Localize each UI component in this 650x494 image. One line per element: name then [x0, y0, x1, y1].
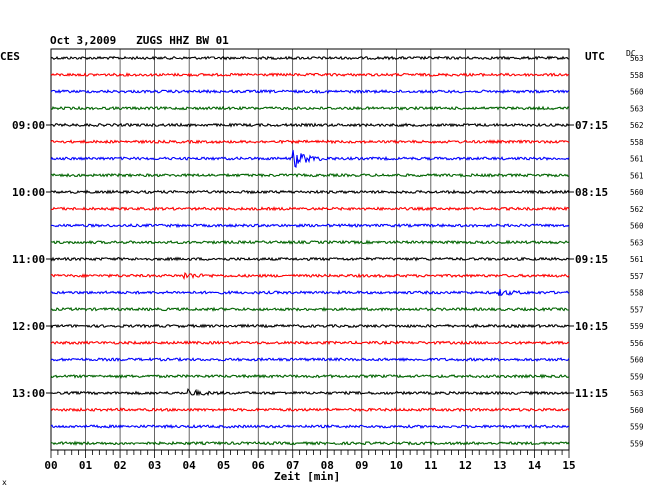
- x-tick-label: 08: [321, 459, 334, 472]
- x-tick-label: 13: [493, 459, 506, 472]
- seismic-trace: [50, 272, 570, 281]
- x-tick-label: 10: [390, 459, 403, 472]
- dc-value: 559: [630, 322, 644, 331]
- x-tick-label: 06: [252, 459, 266, 472]
- right-time-label: 11:15: [575, 387, 608, 400]
- left-time-label: 11:00: [12, 253, 45, 266]
- seismic-trace: [50, 424, 570, 430]
- dc-value: 559: [630, 372, 644, 381]
- seismic-trace: [50, 373, 570, 379]
- right-time-label: 08:15: [575, 186, 608, 199]
- seismic-trace: [50, 189, 570, 195]
- right-time-label: 09:15: [575, 253, 608, 266]
- dc-value: 560: [630, 88, 644, 97]
- dc-value: 560: [630, 222, 644, 231]
- dc-value: 556: [630, 339, 644, 348]
- seismic-trace: [50, 55, 570, 61]
- seismic-trace: [50, 223, 570, 229]
- seismic-trace: [50, 323, 570, 329]
- left-time-label: 12:00: [12, 320, 45, 333]
- seismic-trace: [50, 440, 570, 446]
- dc-value: 561: [630, 155, 644, 164]
- right-axis-label: UTC: [585, 50, 605, 63]
- seismic-trace: [50, 388, 570, 397]
- seismic-trace: [50, 172, 570, 178]
- dc-value: 558: [630, 289, 644, 298]
- dc-value: 561: [630, 171, 644, 180]
- dc-value: 560: [630, 188, 644, 197]
- seismic-trace: [50, 340, 570, 346]
- x-tick-label: 00: [44, 459, 57, 472]
- seismic-trace: [50, 122, 570, 128]
- x-tick-label: 01: [79, 459, 93, 472]
- seismic-trace: [50, 139, 570, 145]
- dc-value: 563: [630, 104, 644, 113]
- dc-value: 560: [630, 356, 644, 365]
- dc-value: 563: [630, 54, 644, 63]
- x-tick-label: 11: [424, 459, 438, 472]
- seismic-trace: [50, 88, 570, 95]
- x-axis-label: Zeit [min]: [274, 470, 341, 483]
- seismic-trace: [50, 149, 570, 168]
- x-tick-label: 12: [459, 459, 472, 472]
- x-tick-label: 09: [355, 459, 368, 472]
- dc-value: 561: [630, 255, 644, 264]
- dc-value: 563: [630, 238, 644, 247]
- x-tick-label: 02: [113, 459, 126, 472]
- left-time-label: 09:00: [12, 119, 45, 132]
- seismic-trace: [50, 356, 570, 363]
- dc-value: 557: [630, 272, 644, 281]
- chart-title: Oct 3,2009 ZUGS HHZ BW 01: [50, 34, 229, 47]
- left-time-label: 13:00: [12, 387, 45, 400]
- dc-value: 562: [630, 205, 644, 214]
- seismic-trace: [50, 289, 570, 297]
- seismic-trace: [50, 256, 570, 262]
- dc-value: 563: [630, 389, 644, 398]
- dc-value: 558: [630, 71, 644, 80]
- corner-mark: x: [2, 478, 7, 487]
- seismic-trace: [50, 239, 570, 245]
- dc-value: 562: [630, 121, 644, 130]
- dc-value: 557: [630, 305, 644, 314]
- left-axis-label: CES: [0, 50, 20, 63]
- x-tick-label: 15: [562, 459, 575, 472]
- dc-value: 558: [630, 138, 644, 147]
- x-tick-label: 07: [286, 459, 299, 472]
- dc-value: 559: [630, 423, 644, 432]
- right-time-label: 10:15: [575, 320, 608, 333]
- seismic-trace: [50, 407, 570, 413]
- seismic-trace: [50, 72, 570, 78]
- x-tick-label: 03: [148, 459, 161, 472]
- x-tick-label: 04: [183, 459, 197, 472]
- dc-label: DC: [626, 49, 636, 58]
- seismic-trace: [50, 206, 570, 212]
- plot-frame: [50, 48, 570, 451]
- dc-value: 559: [630, 439, 644, 448]
- x-tick-label: 05: [217, 459, 230, 472]
- seismic-trace: [50, 105, 570, 111]
- right-time-label: 07:15: [575, 119, 608, 132]
- left-time-label: 10:00: [12, 186, 45, 199]
- dc-value: 560: [630, 406, 644, 415]
- x-tick-label: 14: [528, 459, 542, 472]
- seismic-trace: [50, 306, 570, 312]
